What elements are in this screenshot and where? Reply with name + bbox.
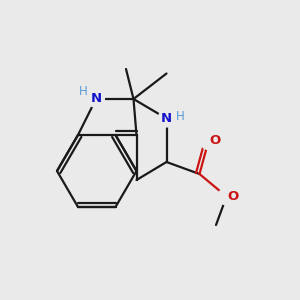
- Text: O: O: [209, 134, 221, 148]
- Text: H: H: [79, 85, 88, 98]
- Text: N: N: [90, 92, 102, 106]
- Circle shape: [200, 133, 217, 149]
- Text: O: O: [227, 190, 239, 203]
- Circle shape: [218, 188, 235, 205]
- Circle shape: [88, 91, 104, 107]
- Text: N: N: [161, 112, 172, 125]
- Text: H: H: [176, 110, 184, 124]
- Circle shape: [158, 110, 175, 127]
